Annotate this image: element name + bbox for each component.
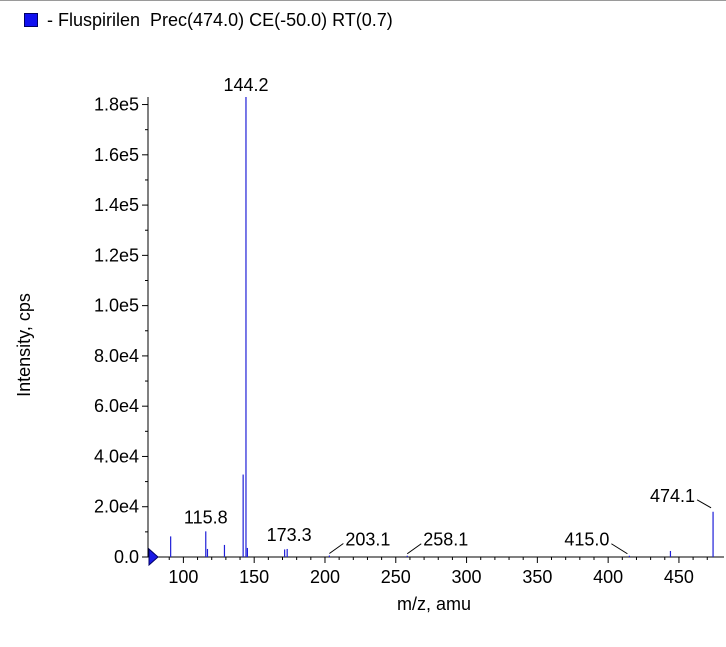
baseline-marker <box>148 547 159 567</box>
legend: - Fluspirilen Prec(474.0) CE(-50.0) RT(0… <box>24 10 393 30</box>
legend-text: - Fluspirilen Prec(474.0) CE(-50.0) RT(0… <box>47 9 393 30</box>
legend-swatch <box>24 13 38 27</box>
x-tick-label: 200 <box>310 567 340 587</box>
y-tick-label: 1.4e5 <box>94 195 139 215</box>
x-tick-label: 300 <box>452 567 482 587</box>
peak-label: 115.8 <box>184 507 228 527</box>
peak-label: 173.3 <box>267 525 312 545</box>
y-tick-label: 4.0e4 <box>94 446 139 466</box>
x-tick-label: 150 <box>239 567 269 587</box>
y-axis-title: Intensity, cps <box>14 293 34 397</box>
peak-label: 144.2 <box>223 75 268 95</box>
x-tick-label: 100 <box>168 567 198 587</box>
x-tick-label: 400 <box>593 567 623 587</box>
peak-label-leader <box>329 543 344 554</box>
x-tick-label: 250 <box>381 567 411 587</box>
peak-label-leader <box>611 543 628 555</box>
peak-label-leader <box>696 499 712 509</box>
y-tick-label: 1.0e5 <box>94 296 139 316</box>
peak-label-leader <box>406 543 422 555</box>
y-tick-label: 1.2e5 <box>94 245 139 265</box>
y-tick-label: 8.0e4 <box>94 346 139 366</box>
y-tick-label: 1.6e5 <box>94 145 139 165</box>
y-tick-label: 2.0e4 <box>94 497 139 517</box>
x-tick-label: 450 <box>664 567 694 587</box>
peak-label: 258.1 <box>423 530 468 550</box>
x-tick-label: 350 <box>522 567 552 587</box>
peak-label: 415.0 <box>564 530 609 550</box>
peak-label: 474.1 <box>650 486 695 506</box>
y-tick-label: 6.0e4 <box>94 396 139 416</box>
x-axis-title: m/z, amu <box>397 594 471 614</box>
y-tick-label: 0.0 <box>114 547 139 567</box>
top-border <box>0 0 726 1</box>
peak-label: 203.1 <box>345 529 390 549</box>
y-tick-label: 1.8e5 <box>94 95 139 115</box>
